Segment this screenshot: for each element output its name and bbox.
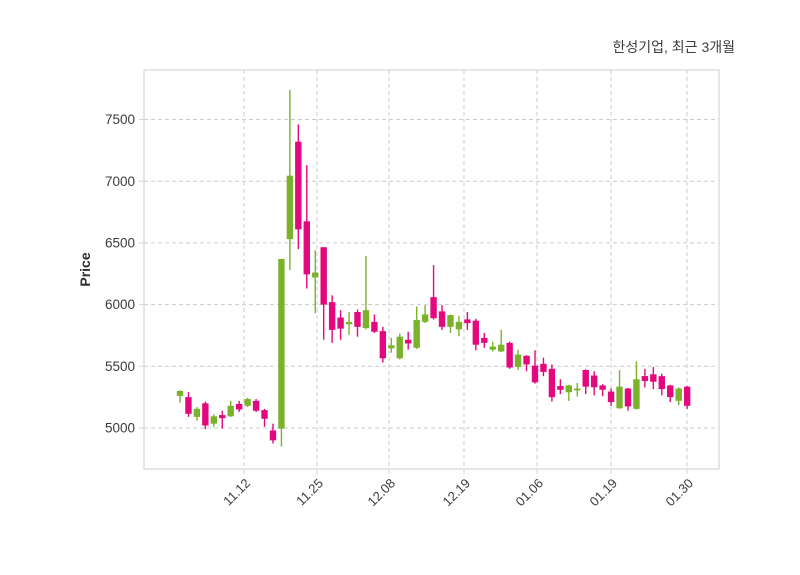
candle-body: [362, 310, 370, 329]
candle-body: [261, 410, 268, 419]
candle-body: [176, 390, 184, 396]
candle-body: [354, 312, 361, 327]
candle-body: [514, 354, 522, 367]
candle-body: [235, 403, 243, 410]
candle-body: [455, 321, 463, 330]
candle-body: [278, 258, 285, 429]
candle-body: [540, 363, 547, 372]
candle-body: [303, 221, 310, 275]
candle-body: [438, 311, 446, 327]
y-tick-label: 6000: [105, 297, 135, 312]
candle-body: [210, 416, 218, 424]
x-tick-label: 12.08: [365, 476, 399, 510]
candle-body: [295, 141, 302, 230]
candle-body: [531, 365, 539, 383]
candle-body: [413, 320, 420, 348]
candle-body: [371, 321, 378, 332]
candle-body: [667, 385, 674, 398]
candle-body: [675, 388, 682, 401]
candle-body: [286, 175, 294, 240]
candle-body: [464, 319, 471, 324]
x-tick-label: 01.30: [662, 476, 696, 510]
candle-body: [641, 376, 649, 381]
y-tick-label: 7500: [105, 112, 135, 127]
candle-body: [447, 315, 454, 327]
candle-body: [388, 345, 395, 349]
candle-body: [193, 408, 201, 417]
y-axis-label: Price: [77, 252, 93, 286]
candle-body: [337, 317, 344, 329]
candle-body: [405, 339, 412, 344]
candle-body: [396, 336, 403, 359]
candle-body: [607, 391, 615, 403]
candle-body: [244, 399, 251, 406]
chart-title: 한성기업, 최근 3개월: [613, 39, 736, 55]
candle-body: [582, 370, 589, 387]
candle-body: [599, 385, 606, 390]
candle-body: [616, 386, 623, 409]
candle-body: [481, 337, 488, 343]
candle-body: [683, 386, 691, 406]
candle-body: [185, 397, 192, 414]
x-tick-label: 11.12: [220, 476, 253, 509]
candle-body: [379, 331, 387, 359]
candle-body: [312, 272, 319, 278]
candle-body: [497, 344, 505, 352]
x-tick-label: 12.19: [439, 476, 473, 510]
candle-body: [421, 314, 429, 322]
candle-body: [557, 386, 564, 390]
candle-body: [624, 388, 632, 407]
candle-body: [219, 415, 226, 419]
candle-body: [565, 385, 573, 393]
candle-body: [590, 375, 598, 388]
candle-body: [202, 403, 209, 426]
candle-body: [269, 430, 277, 441]
candle-body: [345, 321, 353, 325]
candle-body: [472, 320, 480, 345]
candle-body: [252, 400, 260, 411]
candle-body: [506, 342, 513, 368]
candle-body: [650, 374, 657, 382]
y-tick-label: 5000: [105, 421, 135, 436]
x-tick-label: 01.06: [513, 476, 547, 510]
candle-body: [227, 405, 234, 417]
candle-body: [658, 376, 665, 390]
plot-border: [143, 69, 720, 470]
candle-body: [328, 302, 336, 330]
candle-body: [320, 247, 327, 305]
candle-body: [548, 368, 556, 398]
x-tick-label: 01.19: [587, 476, 621, 510]
candle-body: [633, 379, 640, 409]
y-tick-label: 5500: [105, 359, 135, 374]
candle-body: [574, 388, 581, 391]
x-tick-label: 11.25: [293, 476, 326, 509]
y-tick-label: 7000: [105, 174, 135, 189]
y-tick-label: 6500: [105, 236, 135, 251]
candle-body: [489, 346, 496, 350]
candle-body: [430, 297, 437, 319]
candle-body: [523, 355, 530, 365]
